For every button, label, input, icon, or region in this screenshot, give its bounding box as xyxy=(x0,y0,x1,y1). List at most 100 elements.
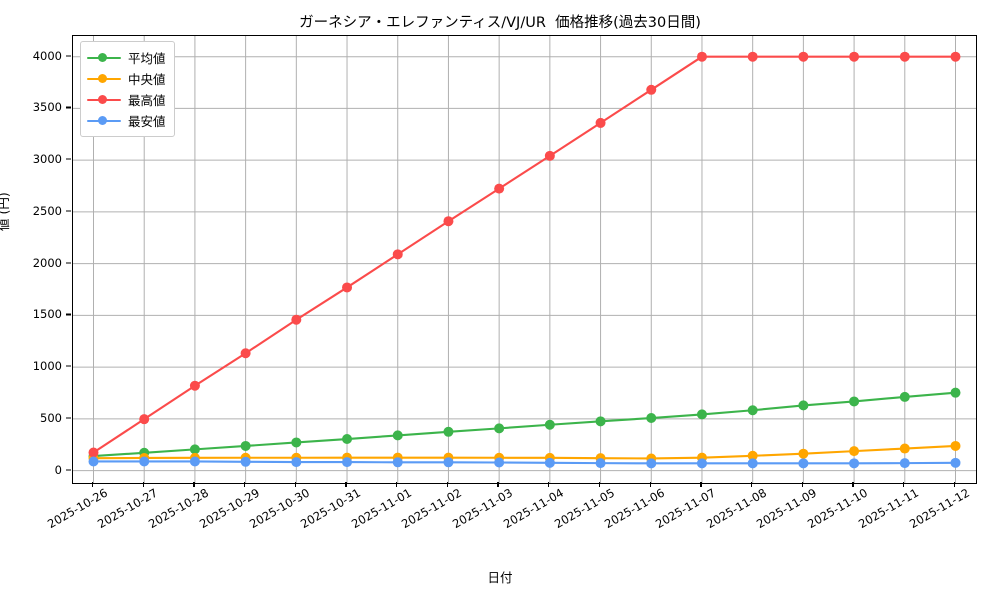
y-axis-tick-label: 2500 xyxy=(32,203,62,218)
data-point-marker xyxy=(443,426,454,437)
data-point-marker xyxy=(747,51,758,62)
data-point-marker xyxy=(494,183,505,194)
data-point-marker xyxy=(747,458,758,469)
y-axis-tick-mark xyxy=(66,417,71,419)
legend-item[interactable]: 中央値 xyxy=(87,68,166,89)
data-point-marker xyxy=(392,430,403,441)
y-axis-tick-mark xyxy=(66,55,71,57)
x-axis-tick-mark xyxy=(294,482,296,487)
y-axis-tick-mark xyxy=(66,313,71,316)
legend-swatch-icon xyxy=(87,94,121,106)
data-point-marker xyxy=(139,414,150,425)
y-axis-tick-mark xyxy=(66,262,71,264)
legend-swatch-icon xyxy=(87,52,121,64)
data-point-marker xyxy=(646,413,657,424)
data-point-marker xyxy=(646,84,657,95)
x-axis-tick-mark xyxy=(649,482,651,487)
y-axis-tick-labels: 0 500 1000 1500 2000 2500 3000 3500 4000 xyxy=(0,35,62,482)
data-point-marker xyxy=(950,457,961,468)
series-line xyxy=(92,460,957,465)
x-axis-tick-mark xyxy=(193,482,195,487)
x-axis-tick-mark xyxy=(396,482,398,487)
data-point-marker xyxy=(139,456,150,467)
data-point-marker xyxy=(747,405,758,416)
legend-marker-icon xyxy=(98,74,107,83)
legend-item[interactable]: 平均値 xyxy=(87,47,166,68)
data-point-marker xyxy=(595,458,606,469)
data-point-marker xyxy=(291,314,302,325)
legend-marker-icon xyxy=(98,53,107,62)
data-point-marker xyxy=(849,446,860,457)
data-point-marker xyxy=(950,440,961,451)
y-axis-tick-mark xyxy=(66,210,71,212)
y-axis-tick-mark xyxy=(66,469,71,471)
data-point-marker xyxy=(494,457,505,468)
data-point-marker xyxy=(849,396,860,407)
series-line xyxy=(92,391,957,458)
y-axis-tick-label: 2000 xyxy=(32,255,62,270)
data-point-marker xyxy=(899,458,910,469)
x-axis-tick-mark xyxy=(243,482,246,487)
series-平均値 xyxy=(88,387,961,462)
data-point-marker xyxy=(798,400,809,411)
data-point-marker xyxy=(798,51,809,62)
legend-label: 平均値 xyxy=(128,51,166,66)
x-axis-tick-mark xyxy=(852,482,854,487)
data-point-marker xyxy=(392,249,403,260)
y-axis-tick-label: 0 xyxy=(54,462,62,477)
x-axis-tick-mark xyxy=(598,482,601,487)
x-axis-tick-labels: 2025-10-26 2025-10-27 2025-10-28 2025-10-29… xyxy=(45,486,975,569)
y-axis-tick-label: 1500 xyxy=(32,307,62,322)
x-axis-tick-mark xyxy=(953,482,956,487)
series-最高値 xyxy=(88,51,961,458)
x-axis-tick-mark xyxy=(446,482,449,487)
legend-label: 中央値 xyxy=(128,72,166,87)
data-point-marker xyxy=(595,117,606,128)
data-point-marker xyxy=(544,457,555,468)
y-axis-tick-mark xyxy=(66,106,71,109)
data-point-marker xyxy=(189,380,200,391)
x-axis-tick-mark xyxy=(142,482,144,487)
data-point-marker xyxy=(849,51,860,62)
data-point-marker xyxy=(342,457,353,468)
data-point-marker xyxy=(189,456,200,467)
data-point-marker xyxy=(392,457,403,468)
x-axis-tick-marks xyxy=(72,482,975,488)
data-point-marker xyxy=(544,150,555,161)
data-point-marker xyxy=(747,450,758,461)
data-point-marker xyxy=(88,447,99,458)
data-point-marker xyxy=(88,456,99,467)
data-point-marker xyxy=(899,443,910,454)
x-axis-tick-mark xyxy=(497,482,499,487)
chart-title: ガーネシア・エレファンティス/VJ/UR 価格推移(過去30日間) xyxy=(299,15,701,31)
data-point-marker xyxy=(696,409,707,420)
data-point-marker xyxy=(544,419,555,430)
series-line xyxy=(92,55,957,454)
data-point-marker xyxy=(342,434,353,445)
data-point-marker xyxy=(443,216,454,227)
data-point-marker xyxy=(696,458,707,469)
series-中央値 xyxy=(88,440,961,464)
y-axis-tick-label: 500 xyxy=(40,410,62,425)
x-axis-tick-mark xyxy=(345,482,347,487)
y-axis-tick-mark xyxy=(66,158,71,160)
y-axis-tick-label: 1000 xyxy=(32,359,62,374)
x-axis-tick-label: 2025-10-26 xyxy=(44,485,110,532)
x-axis-tick-mark xyxy=(903,482,905,487)
x-axis-label: 日付 xyxy=(487,570,513,585)
y-axis-tick-mark xyxy=(66,365,71,367)
plot-area xyxy=(72,35,977,484)
data-point-marker xyxy=(950,51,961,62)
data-point-marker xyxy=(494,423,505,434)
y-axis-tick-label: 3000 xyxy=(32,152,62,167)
data-point-marker xyxy=(849,458,860,469)
data-point-marker xyxy=(798,458,809,469)
data-point-marker xyxy=(189,444,200,455)
data-point-marker xyxy=(443,457,454,468)
data-point-marker xyxy=(291,457,302,468)
y-axis-tick-marks xyxy=(0,35,72,482)
legend-item[interactable]: 最高値 xyxy=(87,89,166,110)
legend-item[interactable]: 最安値 xyxy=(87,110,166,131)
data-series-layer xyxy=(88,51,961,469)
